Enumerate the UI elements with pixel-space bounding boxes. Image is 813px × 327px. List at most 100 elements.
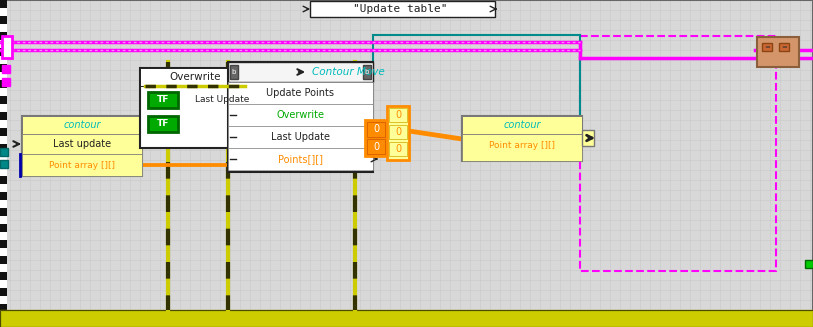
Bar: [757, 37, 799, 67]
Bar: [0, 232, 7, 240]
Text: b: b: [232, 69, 237, 75]
Text: 0: 0: [395, 144, 401, 154]
Bar: [148, 92, 178, 108]
Bar: [0, 48, 7, 56]
Bar: [462, 116, 582, 161]
Text: "Update table": "Update table": [353, 4, 447, 14]
Bar: [779, 43, 789, 51]
Text: TF: TF: [157, 119, 169, 129]
Bar: [22, 134, 142, 154]
Bar: [0, 64, 7, 72]
Bar: [0, 72, 7, 80]
Text: 0: 0: [373, 142, 379, 152]
Bar: [462, 134, 582, 161]
Bar: [0, 216, 7, 224]
Bar: [0, 128, 7, 136]
Bar: [0, 304, 7, 312]
Bar: [22, 116, 142, 134]
Bar: [389, 125, 407, 139]
Bar: [0, 312, 7, 320]
Bar: [0, 224, 7, 232]
Text: =: =: [781, 44, 787, 50]
Bar: [228, 126, 373, 148]
Bar: [0, 40, 7, 48]
Text: Contour Move: Contour Move: [312, 67, 385, 77]
Text: 0: 0: [395, 127, 401, 137]
Bar: [228, 148, 373, 170]
Bar: [0, 256, 7, 264]
Bar: [387, 106, 409, 160]
Bar: [0, 320, 7, 327]
Bar: [0, 0, 7, 8]
Text: Point array [][]: Point array [][]: [489, 142, 555, 150]
Bar: [0, 248, 7, 256]
Bar: [2, 65, 10, 73]
Bar: [0, 32, 7, 40]
Text: Overwrite: Overwrite: [169, 72, 221, 82]
Text: Last Update: Last Update: [195, 95, 250, 105]
Bar: [2, 78, 10, 86]
Bar: [228, 82, 373, 104]
Bar: [367, 139, 385, 154]
Bar: [148, 116, 178, 132]
Bar: [0, 176, 7, 184]
Text: Points[][]: Points[][]: [277, 154, 323, 164]
Bar: [0, 310, 813, 327]
Bar: [0, 200, 7, 208]
Bar: [462, 116, 582, 134]
Bar: [0, 8, 7, 16]
Bar: [0, 16, 7, 24]
Bar: [0, 240, 7, 248]
Text: Last Update: Last Update: [271, 132, 329, 142]
Bar: [22, 116, 142, 176]
Text: contour: contour: [503, 120, 541, 130]
Bar: [228, 62, 373, 82]
Bar: [310, 1, 495, 17]
Bar: [0, 288, 7, 296]
Bar: [0, 24, 7, 32]
Text: 0: 0: [373, 124, 379, 134]
Bar: [582, 130, 594, 146]
Bar: [0, 136, 7, 144]
Bar: [0, 208, 7, 216]
Text: =: =: [764, 44, 770, 50]
Bar: [0, 88, 7, 96]
Text: Last update: Last update: [53, 139, 111, 149]
Bar: [0, 152, 7, 160]
Bar: [0, 80, 7, 88]
Bar: [230, 65, 238, 79]
Bar: [0, 184, 7, 192]
Bar: [389, 108, 407, 122]
Text: b: b: [365, 69, 369, 75]
Bar: [762, 43, 772, 51]
Bar: [805, 260, 813, 268]
Bar: [367, 122, 385, 137]
Bar: [0, 112, 7, 120]
Bar: [22, 154, 142, 176]
Bar: [0, 168, 7, 176]
Bar: [0, 120, 7, 128]
Bar: [365, 120, 387, 156]
Bar: [0, 144, 7, 152]
Text: Update Points: Update Points: [266, 88, 334, 98]
Bar: [580, 36, 776, 271]
Text: contour: contour: [63, 120, 101, 130]
Text: Overwrite: Overwrite: [276, 110, 324, 120]
Bar: [228, 104, 373, 126]
Bar: [0, 280, 7, 288]
Bar: [389, 142, 407, 156]
Bar: [0, 96, 7, 104]
Bar: [363, 65, 371, 79]
Bar: [0, 160, 8, 168]
Bar: [228, 62, 373, 172]
Bar: [0, 310, 813, 327]
Bar: [0, 160, 7, 168]
Bar: [0, 192, 7, 200]
Text: 0: 0: [395, 110, 401, 120]
Text: TF: TF: [157, 95, 169, 105]
Text: Point array [][]: Point array [][]: [49, 161, 115, 169]
Bar: [2, 36, 12, 58]
Bar: [0, 264, 7, 272]
Bar: [0, 148, 8, 156]
Bar: [0, 104, 7, 112]
